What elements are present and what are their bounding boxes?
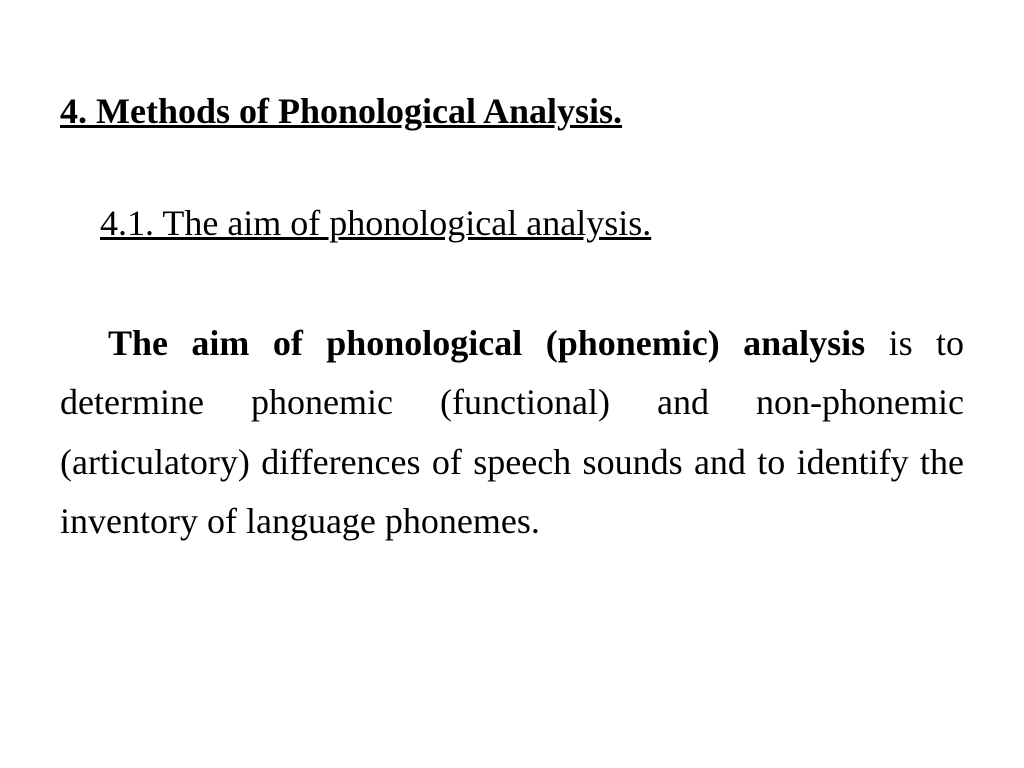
paragraph-emphasis: The aim of phonological (phonemic) analy… [108, 323, 865, 363]
subsection-heading: 4.1. The aim of phonological analysis. [100, 202, 964, 244]
section-heading: 4. Methods of Phonological Analysis. [60, 90, 964, 132]
body-paragraph: The aim of phonological (phonemic) analy… [60, 314, 964, 552]
